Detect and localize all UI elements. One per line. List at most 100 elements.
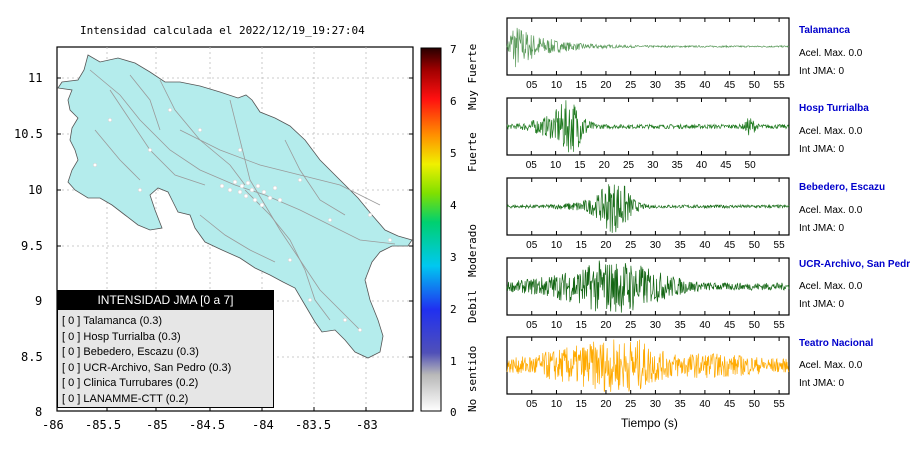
station-jma: Int JMA: 0 xyxy=(799,223,845,234)
x-axis-title: Tiempo (s) xyxy=(621,416,678,430)
trace-tick-label: 25 xyxy=(625,240,637,251)
station-acel: Acel. Max. 0.0 xyxy=(799,126,863,137)
trace-tick-label: 05 xyxy=(526,160,538,171)
trace-tick-label: 10 xyxy=(550,160,562,171)
waveform xyxy=(506,339,790,392)
intensity-legend: INTENSIDAD JMA [0 a 7] [ 0 ] Talamanca (… xyxy=(57,290,274,408)
colorbar-tick: 7 xyxy=(450,43,457,56)
trace-tick-label: 30 xyxy=(650,240,662,251)
waveform xyxy=(506,184,790,233)
trace-tick-label: 35 xyxy=(675,399,687,410)
lat-label-8: 8 xyxy=(35,405,43,419)
station-acel: Acel. Max. 0.0 xyxy=(799,281,863,292)
colorbar-tick: 3 xyxy=(450,251,457,264)
trace-tick-label: 40 xyxy=(699,240,711,251)
station-name: UCR-Archivo, San Pedro xyxy=(799,259,910,270)
trace-tick-label: 15 xyxy=(574,160,586,171)
lat-label-11: 11 xyxy=(28,71,43,85)
trace-5: 05 10 15 20 25 30 35 40 45 50 55 xyxy=(506,336,790,410)
trace-tick-label: 05 xyxy=(526,320,538,331)
trace-tick-label: 20 xyxy=(600,320,612,331)
lon-label-83-5: -83.5 xyxy=(295,418,332,432)
trace-tick-label: 40 xyxy=(699,80,711,91)
trace-4: 05 10 15 20 25 30 35 40 45 50 55 xyxy=(506,257,790,331)
lon-label-85: -85 xyxy=(146,418,168,432)
lon-label-84: -84 xyxy=(252,418,274,432)
colorbar-tick: 4 xyxy=(450,199,457,212)
trace-tick-label: 25 xyxy=(625,399,637,410)
station-jma: Int JMA: 0 xyxy=(799,66,845,77)
station-name: Talamanca xyxy=(799,25,850,36)
trace-tick-label: 30 xyxy=(650,320,662,331)
trace-tick-label: 15 xyxy=(576,320,588,331)
trace-tick-label: 45 xyxy=(724,80,736,91)
trace-tick-label: 40 xyxy=(696,160,708,171)
legend-item: [ 0 ] Hosp Turrialba (0.3) xyxy=(62,330,181,343)
trace-tick-label: 45 xyxy=(720,160,732,171)
lat-label-10-5: 10.5 xyxy=(14,127,43,141)
legend-item: [ 0 ] UCR-Archivo, San Pedro (0.3) xyxy=(62,361,232,374)
trace-tick-label: 55 xyxy=(774,320,786,331)
trace-3: 05 10 15 20 25 30 35 40 45 50 55 xyxy=(506,177,790,251)
trace-tick-label: 10 xyxy=(551,240,563,251)
trace-tick-label: 35 xyxy=(672,160,684,171)
legend-item: [ 0 ] Talamanca (0.3) xyxy=(62,315,163,327)
trace-tick-label: 30 xyxy=(650,399,662,410)
trace-tick-label: 45 xyxy=(724,399,736,410)
station-name: Bebedero, Escazu xyxy=(799,182,886,193)
trace-tick-label: 35 xyxy=(675,240,687,251)
colorbar-tick: 1 xyxy=(450,355,457,368)
trace-tick-label: 35 xyxy=(675,80,687,91)
trace-tick-label: 35 xyxy=(675,320,687,331)
trace-tick-label: 15 xyxy=(576,80,588,91)
lon-label-83: -83 xyxy=(356,418,378,432)
lat-label-9: 9 xyxy=(35,294,43,308)
trace-tick-label: 10 xyxy=(551,80,563,91)
station-acel: Acel. Max. 0.0 xyxy=(799,360,863,371)
costa-rica-landmass xyxy=(57,54,413,359)
colorbar-tick: 2 xyxy=(450,303,457,316)
trace-tick-label: 50 xyxy=(749,399,761,410)
colorbar-category: Debil xyxy=(466,289,479,323)
colorbar-category: No sentido xyxy=(466,345,479,412)
station-jma: Int JMA: 0 xyxy=(799,378,845,389)
waveform xyxy=(506,260,790,313)
trace-tick-label: 20 xyxy=(600,80,612,91)
legend-header: INTENSIDAD JMA [0 a 7] xyxy=(58,291,273,310)
station-jma: Int JMA: 0 xyxy=(799,144,845,155)
colorbar-category: Fuerte xyxy=(466,132,479,172)
station-acel: Acel. Max. 0.0 xyxy=(799,205,863,216)
station-name: Teatro Nacional xyxy=(799,338,874,349)
station-jma: Int JMA: 0 xyxy=(799,299,845,310)
trace-tick-label: 50 xyxy=(749,320,761,331)
trace-tick-label: 50 xyxy=(745,160,757,171)
map-title: Intensidad calculada el 2022/12/19_19:27… xyxy=(80,24,365,37)
legend-item: [ 0 ] Bebedero, Escazu (0.3) xyxy=(62,346,199,358)
waveform xyxy=(506,27,790,68)
colorbar-tick: 6 xyxy=(450,95,457,108)
trace-tick-label: 20 xyxy=(600,399,612,410)
station-name: Hosp Turrialba xyxy=(799,103,869,114)
colorbar-tick: 0 xyxy=(450,406,457,419)
waveform xyxy=(506,100,790,153)
trace-2: 05 10 15 20 25 30 35 40 45 50 xyxy=(506,97,790,171)
lat-label-8-5: 8.5 xyxy=(21,350,43,364)
trace-tick-label: 15 xyxy=(576,399,588,410)
trace-tick-label: 45 xyxy=(724,240,736,251)
trace-tick-label: 05 xyxy=(526,240,538,251)
legend-item: [ 0 ] LANAMME-CTT (0.2) xyxy=(62,392,189,405)
trace-tick-label: 30 xyxy=(650,80,662,91)
trace-tick-label: 45 xyxy=(724,320,736,331)
station-markers xyxy=(92,107,393,333)
colorbar-category: Moderado xyxy=(466,224,479,277)
lon-label-86: -86 xyxy=(42,418,64,432)
lat-label-10: 10 xyxy=(28,183,43,197)
trace-tick-label: 25 xyxy=(625,320,637,331)
trace-tick-label: 40 xyxy=(699,399,711,410)
road-network xyxy=(89,69,396,331)
trace-tick-label: 55 xyxy=(774,80,786,91)
trace-tick-label: 10 xyxy=(551,320,563,331)
trace-tick-label: 15 xyxy=(576,240,588,251)
lon-label-85-5: -85.5 xyxy=(85,418,122,432)
trace-tick-label: 25 xyxy=(625,80,637,91)
